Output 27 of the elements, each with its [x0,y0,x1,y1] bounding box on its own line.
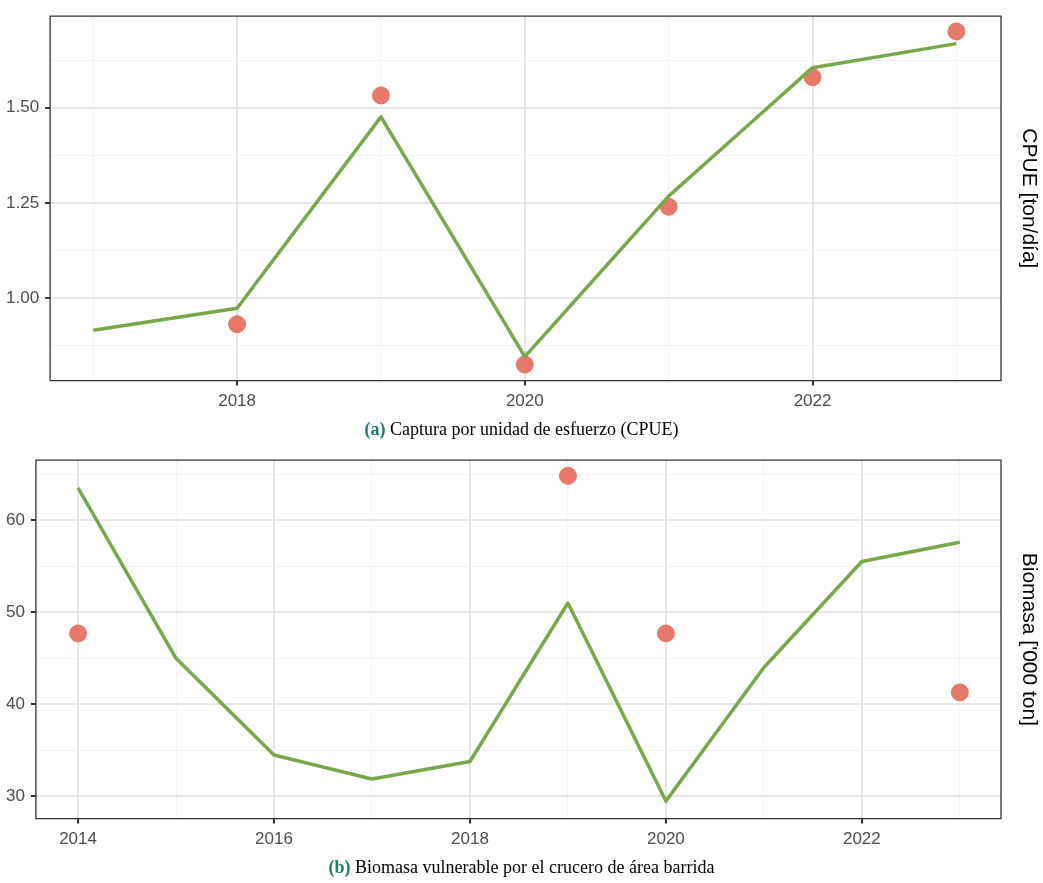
x-tick-label: 2014 [59,829,97,849]
point [515,355,534,374]
y-axis-title: CPUE [ton/día] [1019,128,1043,269]
y-tick-label: 30 [5,786,25,806]
point [947,22,966,41]
y-tick-label: 1.00 [5,287,40,307]
point [656,624,675,643]
point [69,624,88,643]
y-tick-label: 1.25 [5,192,40,212]
y-axis-title: Biomasa ['000 ton] [1019,552,1043,727]
y-tick-label: 60 [5,509,25,529]
text: (b) Biomasa vulnerable por el crucero de área barrida [327,856,716,879]
y-tick-label: 40 [5,694,25,714]
x-tick-label: 2022 [842,829,881,849]
y-tick-label: 50 [5,601,25,621]
x-tick-label: 2018 [218,391,257,411]
x-tick-label: 2016 [255,829,293,849]
y-tick-label: 1.50 [5,97,40,117]
text: (a) Captura por unidad de esfuerzo (CPUE) [363,418,680,441]
point [558,466,577,485]
x-tick-label: 2020 [505,391,544,411]
point [950,683,969,702]
x-tick-label: 2020 [647,829,685,849]
point [228,315,247,334]
x-tick-label: 2018 [451,829,489,849]
x-tick-label: 2022 [793,391,832,411]
point [371,86,390,105]
